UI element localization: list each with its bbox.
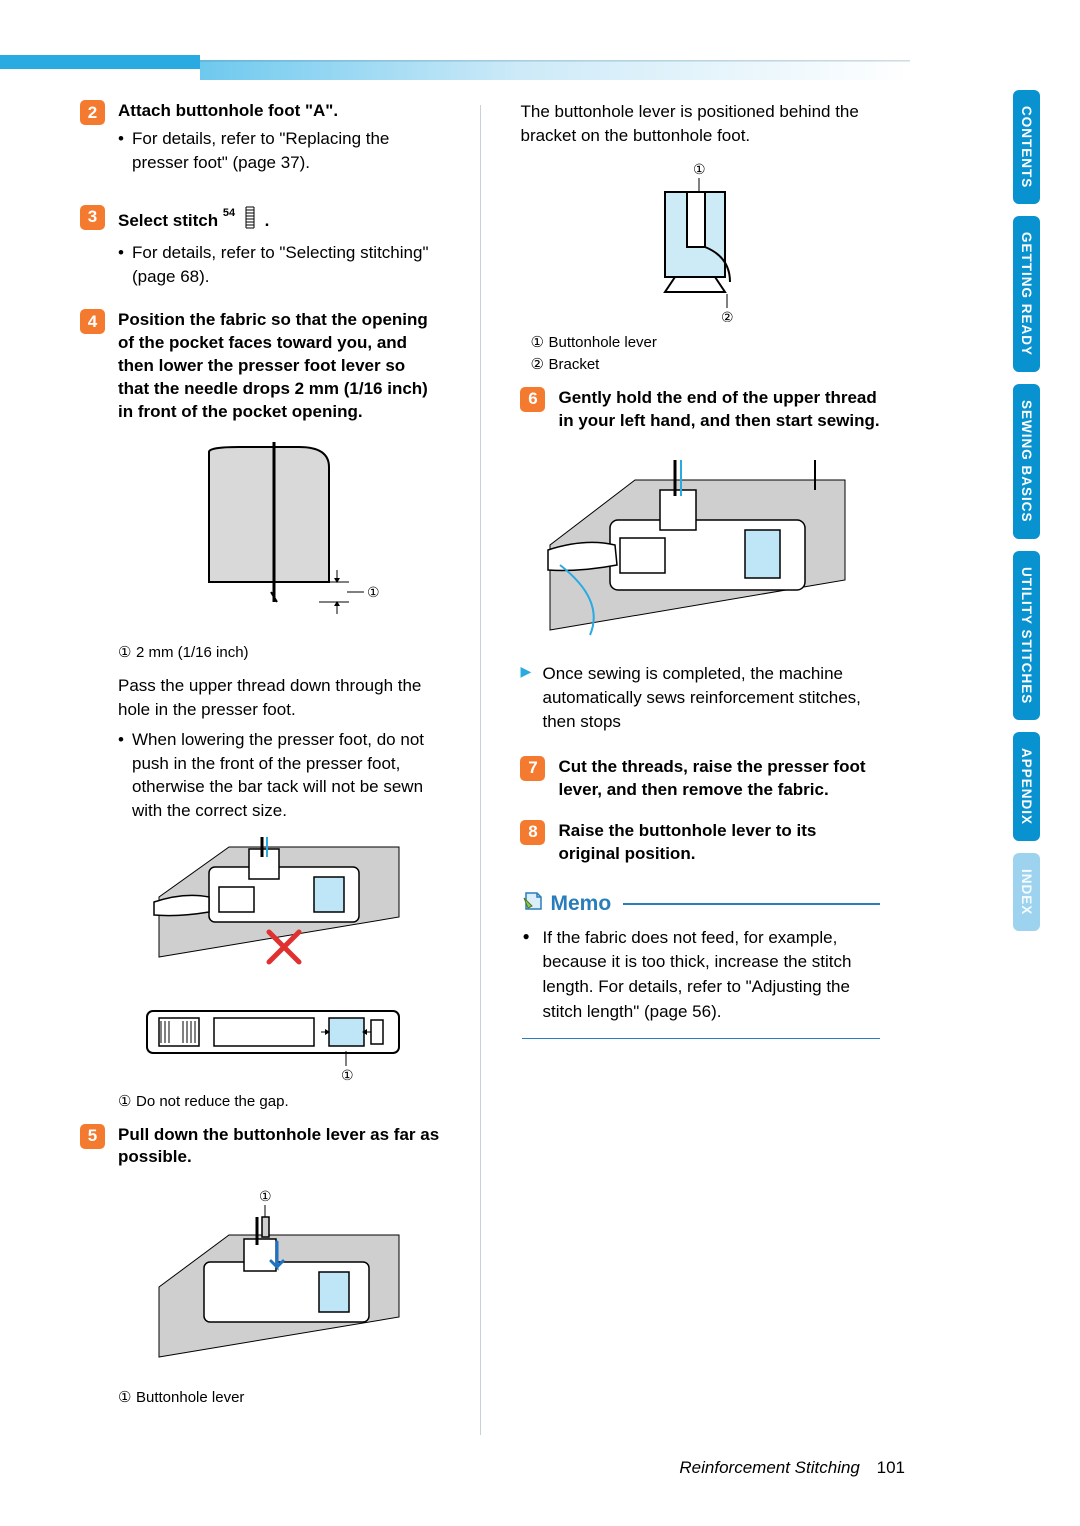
legend-lever: Buttonhole lever	[136, 1389, 244, 1406]
memo-heading-text: Memo	[550, 892, 611, 916]
step-2-detail: For details, refer to "Replacing the pre…	[118, 127, 440, 175]
memo-heading: Memo	[522, 892, 880, 918]
step-3-title-pre: Select stitch	[118, 210, 223, 229]
step-3-detail: For details, refer to "Selecting stitchi…	[118, 241, 440, 289]
circled-1-marker: ①	[367, 584, 379, 600]
step-8-title: Raise the buttonhole lever to its origin…	[558, 820, 880, 866]
step-number-badge: 8	[520, 820, 545, 845]
svg-text:①: ①	[693, 162, 706, 177]
step-2: 2 Attach buttonhole foot "A". For detail…	[80, 100, 440, 175]
memo-underline	[522, 1038, 880, 1039]
step-4-para: Pass the upper thread down through the h…	[118, 674, 440, 722]
memo-block: Memo If the fabric does not feed, for ex…	[520, 892, 880, 1040]
step-number-badge: 2	[80, 100, 105, 125]
step-number-badge: 3	[80, 205, 105, 230]
tab-index[interactable]: INDEX	[1013, 853, 1040, 931]
tab-utility-stitches[interactable]: UTILITY STITCHES	[1013, 551, 1040, 720]
side-nav-tabs: CONTENTS GETTING READY SEWING BASICS UTI…	[1013, 90, 1043, 943]
step-3-title: Select stitch 54 .	[118, 205, 440, 238]
vertical-stitch-pattern-icon	[244, 205, 256, 238]
footer-section-title: Reinforcement Stitching	[679, 1458, 859, 1477]
header-fade	[200, 60, 910, 80]
step-3-stitch-number: 54	[223, 207, 235, 219]
memo-note-icon	[522, 890, 544, 918]
step-2-title: Attach buttonhole foot "A".	[118, 100, 440, 123]
circled-1-label: ①	[118, 1091, 136, 1114]
step-number-badge: 7	[520, 756, 545, 781]
figure-bracket: ① ②	[520, 162, 880, 322]
figure-sewing	[520, 450, 880, 650]
step-number-badge: 6	[520, 387, 545, 412]
legend-bracket: Bracket	[548, 356, 599, 373]
step-7-title: Cut the threads, raise the presser foot …	[558, 756, 880, 802]
step-5: 5 Pull down the buttonhole lever as far …	[80, 1124, 440, 1170]
step-6: 6 Gently hold the end of the upper threa…	[520, 387, 880, 433]
svg-text:①: ①	[259, 1188, 272, 1204]
column-divider	[480, 105, 481, 1435]
circled-2-label: ②	[530, 354, 548, 377]
circled-1-label: ①	[118, 1387, 136, 1410]
step-6-title: Gently hold the end of the upper thread …	[558, 387, 880, 433]
left-column: 2 Attach buttonhole foot "A". For detail…	[80, 100, 440, 1436]
circled-1-label: ①	[530, 332, 548, 355]
tab-getting-ready[interactable]: GETTING READY	[1013, 216, 1040, 372]
memo-text: If the fabric does not feed, for example…	[522, 926, 880, 1025]
footer-page-number: 101	[877, 1458, 905, 1477]
step-8: 8 Raise the buttonhole lever to its orig…	[520, 820, 880, 866]
figure-bracket-legend: ①Buttonhole lever ②Bracket	[530, 332, 880, 377]
step-4: 4 Position the fabric so that the openin…	[80, 309, 440, 424]
figure-pocket-legend: ①2 mm (1/16 inch)	[118, 642, 440, 665]
figure-gap-legend: ①Do not reduce the gap.	[118, 1091, 440, 1114]
figure-lever-legend: ①Buttonhole lever	[118, 1387, 440, 1410]
step-7: 7 Cut the threads, raise the presser foo…	[520, 756, 880, 802]
step-3-title-post: .	[260, 210, 269, 229]
circled-1-label: ①	[118, 642, 136, 665]
tab-contents[interactable]: CONTENTS	[1013, 90, 1040, 204]
svg-text:①: ①	[341, 1067, 354, 1081]
legend-gap: Do not reduce the gap.	[136, 1093, 289, 1110]
tab-appendix[interactable]: APPENDIX	[1013, 732, 1040, 841]
svg-text:②: ②	[721, 309, 734, 322]
step-number-badge: 4	[80, 309, 105, 334]
figure-pocket-opening: ①	[118, 442, 440, 632]
col2-intro: The buttonhole lever is positioned behin…	[520, 100, 880, 148]
tab-sewing-basics[interactable]: SEWING BASICS	[1013, 384, 1040, 539]
legend-2mm: 2 mm (1/16 inch)	[136, 644, 249, 661]
right-column: The buttonhole lever is positioned behin…	[520, 100, 880, 1436]
figure-foot-wrong	[118, 837, 440, 982]
step-4-title: Position the fabric so that the opening …	[118, 309, 440, 424]
step-3: 3 Select stitch 54 .	[80, 205, 440, 290]
step-4-warning: When lowering the presser foot, do not p…	[118, 728, 440, 823]
legend-btn-lever: Buttonhole lever	[548, 334, 656, 351]
page-footer: Reinforcement Stitching 101	[679, 1458, 905, 1478]
step-number-badge: 5	[80, 1124, 105, 1149]
step-5-title: Pull down the buttonhole lever as far as…	[118, 1124, 440, 1170]
figure-pull-lever: ①	[118, 1187, 440, 1377]
page-content: 2 Attach buttonhole foot "A". For detail…	[80, 100, 880, 1436]
figure-foot-gap: ①	[118, 996, 440, 1081]
header-accent-bar	[0, 55, 200, 69]
step-6-result: Once sewing is completed, the machine au…	[520, 662, 880, 733]
